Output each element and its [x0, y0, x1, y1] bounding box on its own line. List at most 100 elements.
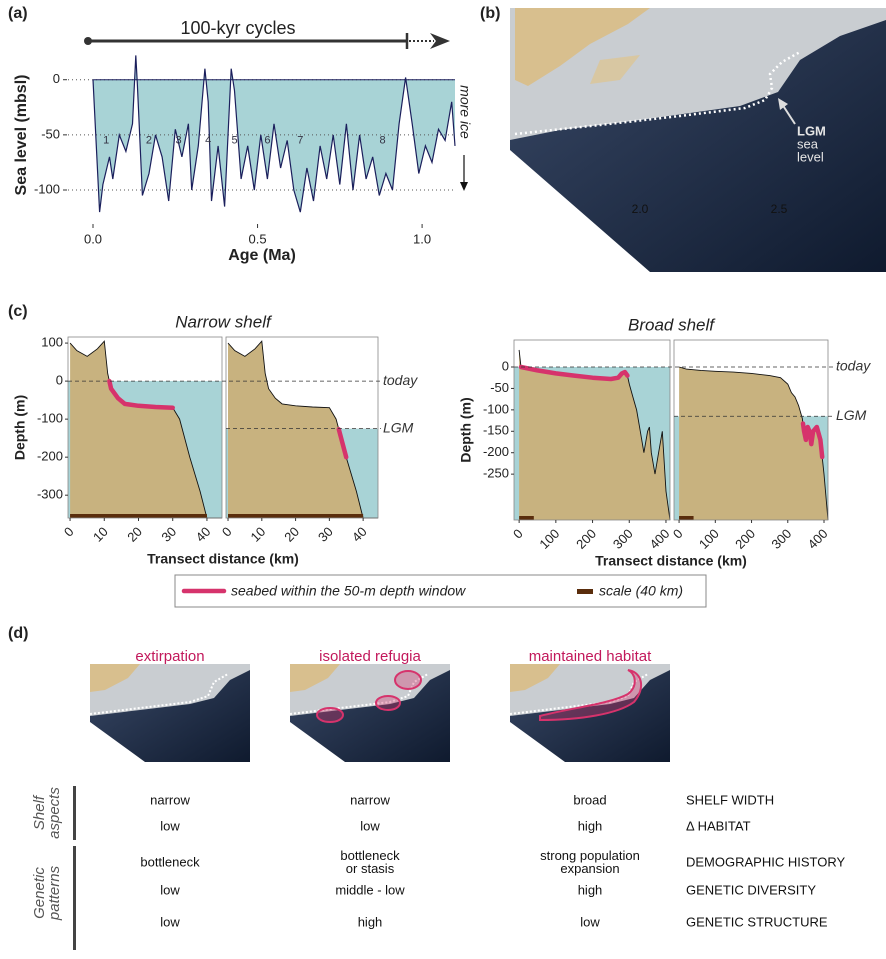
panel-label: (d): [8, 625, 28, 642]
refugium: [375, 695, 401, 711]
y-tick-label: -50: [490, 380, 509, 395]
x-tick-label: 0: [61, 524, 77, 540]
x-tick-label: 0: [670, 526, 686, 542]
x-axis-label: Transect distance (km): [595, 553, 747, 569]
table-cell: high: [577, 882, 603, 898]
x-tick-label: 300: [610, 526, 636, 552]
x-tick-label: 0.5: [249, 231, 267, 246]
render-3d: [510, 8, 886, 272]
y-tick-label: 0: [502, 358, 509, 373]
chart-title: Narrow shelf: [175, 312, 273, 331]
y-tick-label: -250: [483, 466, 509, 481]
cycle-label: 6: [264, 134, 270, 146]
cycle-label: 1: [103, 134, 109, 146]
blank: [290, 722, 345, 762]
y-tick-label: -200: [483, 444, 509, 459]
x-tick-label: 1.0: [413, 231, 431, 246]
y-tick-label: -100: [34, 181, 60, 196]
table-cell: middle - low: [335, 882, 405, 898]
legend-label: scale (40 km): [599, 583, 683, 599]
x-tick-label: 100: [696, 526, 722, 552]
lgm-pointer: [781, 103, 796, 125]
table-cell: narrow: [150, 792, 190, 808]
x-tick-label: 0: [219, 524, 235, 540]
x-axis-label: Transect distance (km): [147, 551, 299, 567]
lgm-label: level: [797, 149, 824, 164]
x-tick-label: 400: [805, 526, 831, 552]
group-bar: [73, 786, 76, 840]
lgm-shoreline: [509, 673, 649, 715]
x-tick-label: 0: [510, 526, 526, 542]
scenario-title: isolated refugia: [319, 648, 421, 665]
y-axis-label: Sea level (mbsl): [13, 75, 30, 196]
x-tick-label: 100: [536, 526, 562, 552]
x-tick-label: 10: [248, 524, 269, 545]
refugium: [316, 707, 344, 723]
cycle-label: 2: [146, 134, 152, 146]
x-tick-label: 20: [124, 524, 145, 545]
lgm-label: sea: [797, 136, 819, 151]
row-label: GENETIC STRUCTURE: [686, 914, 828, 930]
y-tick-label: -100: [37, 411, 63, 426]
x-tick-label: 40: [349, 524, 370, 545]
y-tick-label: -100: [483, 401, 509, 416]
habitat: [539, 669, 643, 722]
cycle-label: 7: [297, 134, 303, 146]
scenario-render: [89, 664, 250, 762]
shelf-plateau: [510, 664, 670, 716]
x-tick-label: 200: [732, 526, 758, 552]
table-cell: low: [160, 914, 180, 930]
table-cell: low: [580, 914, 600, 930]
scale-bar: [70, 514, 207, 518]
y-tick-label: 0: [53, 71, 60, 86]
x-tick-label: 400: [647, 526, 673, 552]
scale-bar: [228, 514, 364, 518]
lgm-pointer-head: [778, 98, 788, 110]
scale-bar: [679, 516, 694, 520]
x-tick-label: 10: [90, 524, 111, 545]
x-tick-label: 20: [281, 524, 302, 545]
annotation: 100-kyr cycles: [180, 18, 295, 38]
scenario-title: extirpation: [135, 648, 204, 665]
table-cell: high: [357, 914, 383, 930]
scenario-render: [509, 664, 670, 762]
arrow-head: [430, 33, 450, 49]
y-tick-label: 0: [56, 373, 63, 388]
ice-arrow-head: [460, 182, 468, 191]
panel-frame: [225, 336, 379, 519]
land: [679, 367, 828, 520]
shelf-plateau: [510, 8, 886, 140]
legend-swatch: [577, 589, 593, 594]
land: [590, 55, 640, 84]
panel-label: (b): [480, 5, 500, 22]
table-cell: low: [160, 818, 180, 834]
table-cell: broad: [573, 792, 607, 808]
panel-frame: [67, 336, 223, 519]
seabed-highlight: [800, 421, 825, 460]
area-fill: [93, 55, 455, 213]
sea-level-curve: [92, 55, 456, 213]
group-bar: [73, 846, 76, 950]
y-axis-label: Depth (m): [458, 397, 474, 462]
land: [228, 341, 378, 518]
x-tick-label: 0.0: [84, 231, 102, 246]
y-tick-label: -200: [37, 449, 63, 464]
x-tick-label: 30: [158, 524, 179, 545]
land: [510, 664, 560, 692]
row-label: DEMOGRAPHIC HISTORY: [686, 854, 846, 870]
seabed-profile: [227, 340, 378, 519]
blank: [510, 722, 565, 762]
x-tick-label: 200: [573, 526, 599, 552]
legend-label: seabed within the 50-m depth window: [231, 583, 466, 599]
cycle-label: 3: [176, 134, 182, 146]
table-cell: high: [577, 818, 603, 834]
blank: [90, 722, 145, 762]
annotation: more ice: [457, 85, 473, 139]
x-tick-label: 40: [193, 524, 214, 545]
row-label: GENETIC DIVERSITY: [686, 882, 817, 898]
sea-level-label: today: [383, 372, 418, 388]
shelf-plateau: [90, 664, 250, 716]
x-axis-label: Age (Ma): [228, 247, 296, 264]
table-cell: narrow: [350, 792, 390, 808]
